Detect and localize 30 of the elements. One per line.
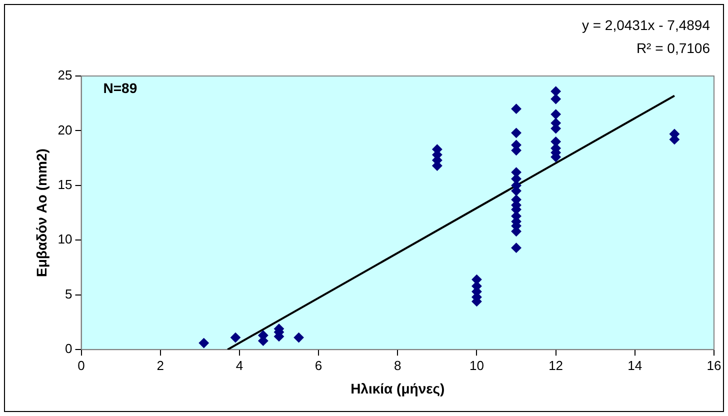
- point: [550, 94, 561, 104]
- y-tick-label: 5: [65, 286, 72, 302]
- point: [230, 332, 240, 343]
- point: [294, 332, 304, 343]
- x-tick-label: 14: [628, 358, 642, 373]
- x-tick-label: 8: [394, 358, 402, 373]
- y-axis-title: Εμβαδόν Ao (mm2): [33, 148, 50, 277]
- point: [511, 104, 522, 114]
- point: [550, 109, 561, 120]
- y-tick-label: 20: [58, 122, 72, 138]
- x-tick-label: 6: [314, 358, 322, 373]
- y-tick-label: 10: [58, 232, 72, 247]
- point: [550, 86, 561, 96]
- point: [511, 242, 522, 253]
- y-tick-label: 15: [58, 177, 72, 192]
- point: [511, 128, 522, 138]
- x-tick-label: 10: [469, 358, 484, 373]
- point: [511, 167, 522, 178]
- y-tick-label: 0: [65, 341, 72, 356]
- y-tick-label: 25: [58, 68, 72, 83]
- x-tick-label: 16: [706, 358, 722, 373]
- x-tick-label: 0: [78, 358, 85, 373]
- x-axis-title: Ηλικία (μήνες): [350, 380, 445, 396]
- text: y = 2,0431x - 7,4894: [582, 16, 710, 33]
- x-tick-label: 4: [236, 358, 244, 373]
- text: R² = 0,7106: [636, 40, 710, 56]
- annotation: N=89: [103, 80, 138, 96]
- x-tick-label: 12: [548, 358, 564, 373]
- x-tick-label: 2: [156, 358, 164, 373]
- point: [198, 338, 209, 348]
